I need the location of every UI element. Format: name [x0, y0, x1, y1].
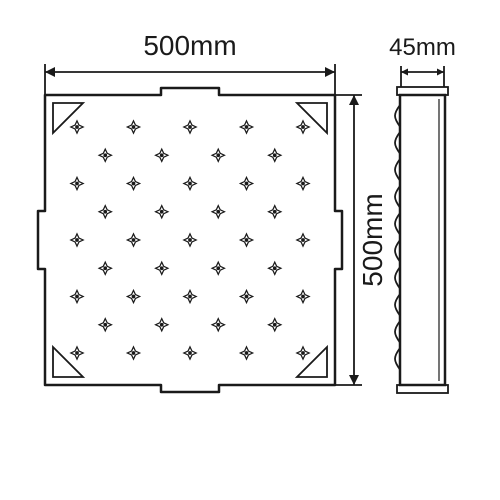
- stud: [156, 319, 168, 331]
- stud: [127, 121, 139, 133]
- stud: [184, 347, 196, 359]
- stud: [184, 290, 196, 302]
- stud: [99, 319, 111, 331]
- stud: [240, 290, 252, 302]
- height-label: 500mm: [357, 193, 388, 286]
- stud: [297, 121, 309, 133]
- stud: [71, 234, 83, 246]
- stud: [184, 121, 196, 133]
- stud: [156, 206, 168, 218]
- side-outline: [400, 95, 445, 385]
- stud: [269, 149, 281, 161]
- stud: [156, 262, 168, 274]
- stud: [297, 177, 309, 189]
- stud: [127, 290, 139, 302]
- stud: [240, 347, 252, 359]
- stud: [212, 262, 224, 274]
- stud: [99, 149, 111, 161]
- stud: [71, 121, 83, 133]
- stud: [240, 177, 252, 189]
- stud: [297, 234, 309, 246]
- stud: [99, 206, 111, 218]
- stud: [212, 149, 224, 161]
- stud: [212, 319, 224, 331]
- stud: [297, 347, 309, 359]
- thickness-label: 45mm: [389, 34, 456, 61]
- dimension-diagram: 500mm 500mm 45mm: [0, 0, 500, 500]
- stud: [127, 177, 139, 189]
- stud: [127, 347, 139, 359]
- stud: [71, 290, 83, 302]
- stud: [71, 347, 83, 359]
- stud: [240, 234, 252, 246]
- stud: [184, 177, 196, 189]
- stud: [269, 262, 281, 274]
- stud: [240, 121, 252, 133]
- stud: [297, 290, 309, 302]
- stud: [127, 234, 139, 246]
- stud: [212, 206, 224, 218]
- stud: [269, 319, 281, 331]
- stud: [184, 234, 196, 246]
- stud: [71, 177, 83, 189]
- stud: [156, 149, 168, 161]
- width-label: 500mm: [143, 30, 236, 61]
- stud: [269, 206, 281, 218]
- stud: [99, 262, 111, 274]
